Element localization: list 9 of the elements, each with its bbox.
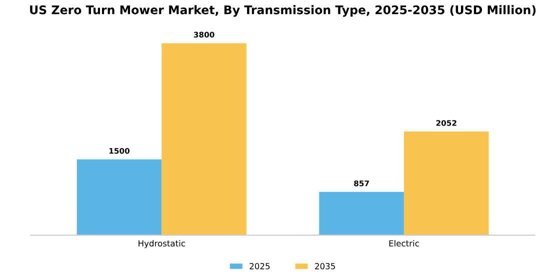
bar	[404, 132, 489, 236]
x-tick-label: Hydrostatic	[138, 240, 185, 248]
legend-label: 2035	[315, 263, 335, 270]
x-tick-label: Electric	[389, 240, 419, 247]
legend-label: 2025	[250, 263, 270, 270]
bar	[76, 159, 162, 236]
bar	[162, 43, 246, 236]
bar	[319, 192, 404, 236]
chart-title: US Zero Turn Mower Market, By Transmission Type, 2025-2035 (USD Million)	[30, 5, 536, 17]
